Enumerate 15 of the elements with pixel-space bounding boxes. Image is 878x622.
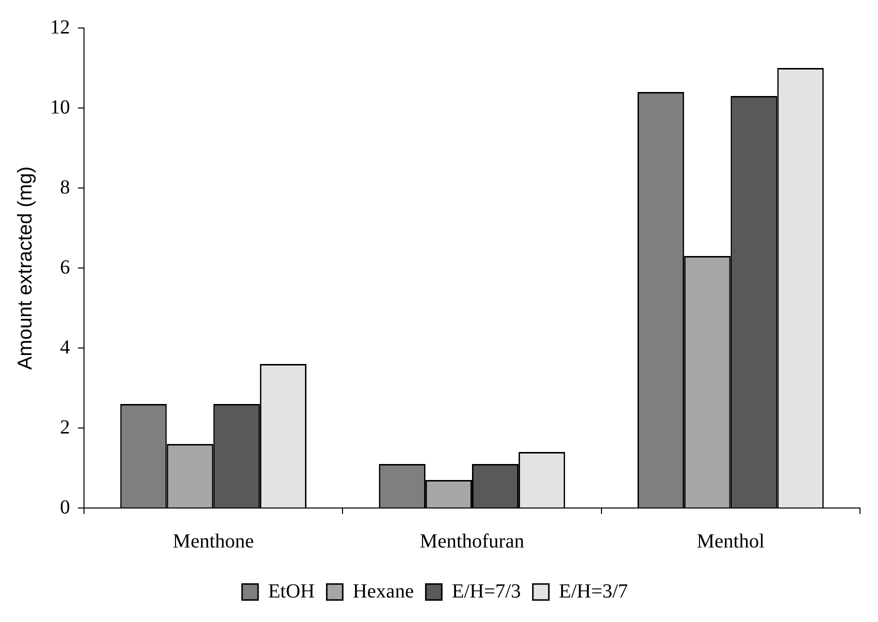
y-tick-label: 0	[60, 496, 70, 518]
x-tick-label: Menthone	[172, 530, 254, 552]
legend-label: E/H=3/7	[558, 580, 628, 602]
x-tick-label: Menthol	[696, 530, 765, 552]
x-tick-label: Menthofuran	[420, 530, 524, 552]
legend-label: E/H=7/3	[452, 580, 521, 602]
y-tick-label: 8	[60, 176, 70, 198]
y-tick-label: 6	[60, 256, 70, 278]
y-tick-label: 2	[60, 416, 70, 438]
y-tick-label: 4	[60, 336, 70, 358]
legend-label: EtOH	[268, 580, 315, 602]
legend-label: Hexane	[352, 580, 414, 602]
y-axis-title: Amount extracted (mg)	[14, 166, 37, 370]
y-tick-label: 12	[50, 16, 70, 38]
y-tick-label: 10	[50, 96, 70, 118]
